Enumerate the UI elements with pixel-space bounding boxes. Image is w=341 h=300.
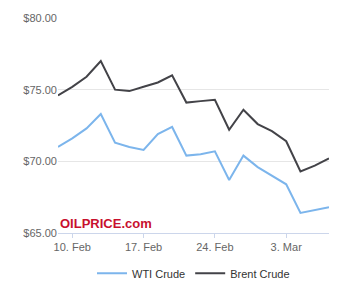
svg-text:10. Feb: 10. Feb: [54, 241, 91, 253]
svg-text:24. Feb: 24. Feb: [196, 241, 233, 253]
svg-text:OILPRICE.com: OILPRICE.com: [60, 216, 152, 231]
svg-text:$80.00: $80.00: [23, 12, 57, 24]
svg-text:$65.00: $65.00: [23, 227, 57, 239]
svg-text:WTI Crude: WTI Crude: [132, 268, 185, 280]
svg-text:3. Mar: 3. Mar: [271, 241, 303, 253]
svg-text:17. Feb: 17. Feb: [125, 241, 162, 253]
svg-text:Brent Crude: Brent Crude: [230, 268, 289, 280]
svg-text:$70.00: $70.00: [23, 155, 57, 167]
svg-text:$75.00: $75.00: [23, 84, 57, 96]
